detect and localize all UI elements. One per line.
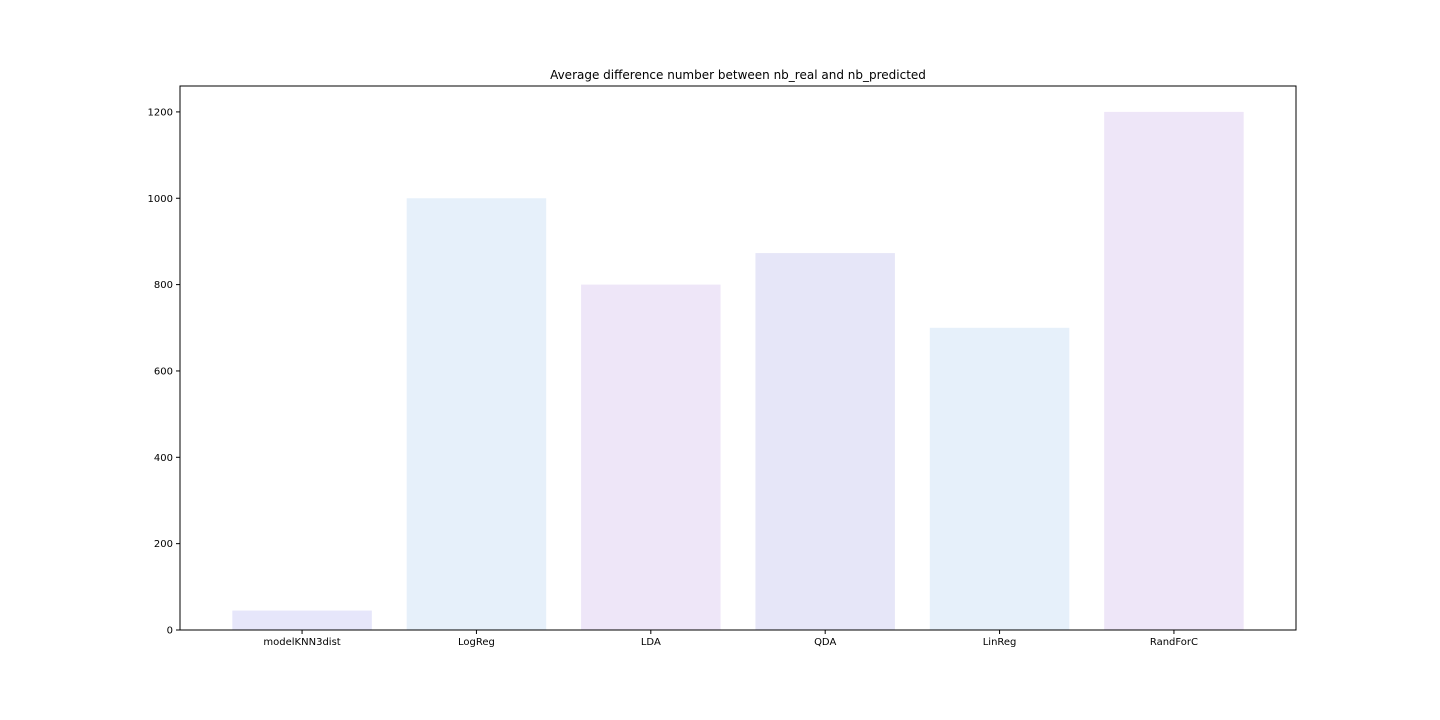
y-tick-label: 1000 bbox=[148, 194, 173, 205]
bars-layer bbox=[232, 111, 1244, 631]
y-tick-label: 1200 bbox=[148, 107, 173, 118]
y-tick-label: 800 bbox=[154, 280, 173, 291]
y-tick-label: 400 bbox=[154, 453, 173, 464]
x-tick-label: LDA bbox=[641, 637, 661, 648]
x-tick-label: LinReg bbox=[983, 637, 1017, 648]
chart-title: Average difference number between nb_rea… bbox=[550, 68, 926, 82]
plot-frame bbox=[179, 85, 1297, 631]
x-axis: modelKNN3dist LogReg LDA QDA LinReg RandForC bbox=[263, 630, 1198, 648]
bar-randforc bbox=[1104, 111, 1244, 630]
x-tick-label: modelKNN3dist bbox=[263, 637, 340, 648]
x-tick-label: RandForC bbox=[1150, 637, 1198, 648]
y-tick-label: 600 bbox=[154, 366, 173, 377]
bar-qda bbox=[755, 253, 895, 631]
y-tick-label: 0 bbox=[167, 626, 173, 637]
bar-logreg bbox=[406, 198, 547, 630]
bar-modelknn3dist bbox=[232, 610, 372, 630]
x-tick-label: LogReg bbox=[458, 637, 495, 648]
bar-lda bbox=[581, 284, 721, 630]
bar-linreg bbox=[929, 327, 1070, 630]
x-tick-label: QDA bbox=[814, 637, 836, 648]
y-tick-label: 200 bbox=[154, 539, 173, 550]
y-axis: 0 200 400 600 800 1000 1200 bbox=[148, 107, 180, 637]
